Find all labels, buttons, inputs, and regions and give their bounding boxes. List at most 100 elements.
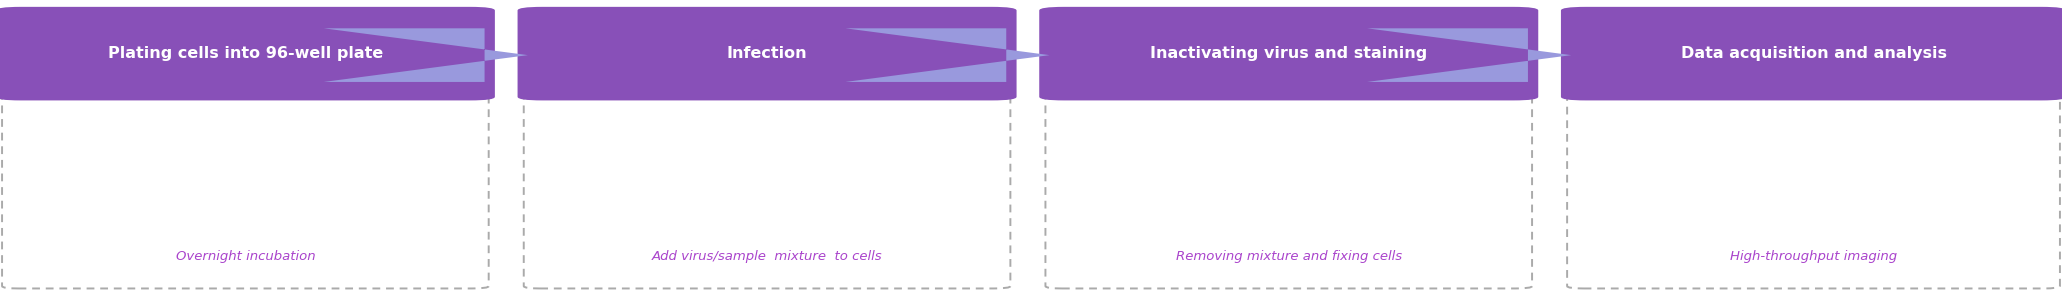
FancyBboxPatch shape: [540, 24, 994, 27]
FancyBboxPatch shape: [19, 15, 472, 18]
FancyBboxPatch shape: [540, 33, 994, 36]
FancyBboxPatch shape: [1062, 27, 1516, 29]
FancyBboxPatch shape: [1062, 22, 1516, 24]
FancyBboxPatch shape: [19, 11, 472, 13]
Text: Removing mixture and fixing cells: Removing mixture and fixing cells: [1175, 250, 1402, 263]
FancyBboxPatch shape: [0, 7, 495, 100]
FancyBboxPatch shape: [19, 40, 472, 43]
FancyBboxPatch shape: [1039, 7, 1538, 100]
FancyBboxPatch shape: [19, 58, 472, 60]
FancyBboxPatch shape: [19, 22, 472, 24]
FancyBboxPatch shape: [1584, 20, 2043, 22]
FancyBboxPatch shape: [540, 49, 994, 52]
FancyBboxPatch shape: [1062, 80, 1516, 83]
FancyBboxPatch shape: [1062, 71, 1516, 74]
FancyBboxPatch shape: [1584, 60, 2043, 63]
FancyBboxPatch shape: [1584, 38, 2043, 40]
FancyBboxPatch shape: [19, 27, 472, 29]
FancyBboxPatch shape: [19, 49, 472, 52]
FancyBboxPatch shape: [1062, 33, 1516, 36]
FancyBboxPatch shape: [540, 96, 994, 98]
FancyBboxPatch shape: [540, 89, 994, 92]
FancyBboxPatch shape: [540, 60, 994, 63]
FancyBboxPatch shape: [540, 40, 994, 43]
FancyBboxPatch shape: [1584, 42, 2043, 45]
FancyBboxPatch shape: [1584, 96, 2043, 98]
FancyBboxPatch shape: [1584, 22, 2043, 24]
FancyBboxPatch shape: [540, 78, 994, 80]
FancyBboxPatch shape: [1584, 18, 2043, 20]
FancyBboxPatch shape: [540, 91, 994, 94]
FancyBboxPatch shape: [1062, 83, 1516, 85]
FancyBboxPatch shape: [540, 47, 994, 49]
FancyBboxPatch shape: [1062, 35, 1516, 38]
FancyBboxPatch shape: [540, 44, 994, 47]
FancyBboxPatch shape: [1062, 67, 1516, 69]
FancyBboxPatch shape: [1062, 49, 1516, 52]
FancyBboxPatch shape: [19, 60, 472, 63]
FancyBboxPatch shape: [540, 94, 994, 96]
FancyBboxPatch shape: [540, 22, 994, 24]
FancyBboxPatch shape: [19, 94, 472, 96]
FancyBboxPatch shape: [1062, 53, 1516, 56]
FancyBboxPatch shape: [540, 11, 994, 13]
FancyBboxPatch shape: [1062, 20, 1516, 22]
FancyBboxPatch shape: [1584, 62, 2043, 65]
FancyBboxPatch shape: [1062, 76, 1516, 78]
Text: Overnight incubation: Overnight incubation: [175, 250, 315, 263]
FancyBboxPatch shape: [1584, 58, 2043, 60]
FancyBboxPatch shape: [19, 31, 472, 34]
FancyBboxPatch shape: [540, 53, 994, 56]
FancyBboxPatch shape: [1062, 78, 1516, 80]
FancyBboxPatch shape: [1584, 11, 2043, 13]
FancyBboxPatch shape: [19, 89, 472, 92]
FancyBboxPatch shape: [1584, 91, 2043, 94]
FancyBboxPatch shape: [540, 74, 994, 76]
FancyBboxPatch shape: [1584, 15, 2043, 18]
FancyBboxPatch shape: [19, 56, 472, 58]
FancyBboxPatch shape: [1062, 24, 1516, 27]
FancyBboxPatch shape: [1561, 7, 2062, 100]
FancyBboxPatch shape: [19, 78, 472, 80]
Text: Data acquisition and analysis: Data acquisition and analysis: [1681, 46, 1947, 61]
FancyBboxPatch shape: [1062, 96, 1516, 98]
FancyBboxPatch shape: [1062, 13, 1516, 16]
FancyBboxPatch shape: [1584, 74, 2043, 76]
FancyBboxPatch shape: [19, 51, 472, 54]
Text: Plating cells into 96-well plate: Plating cells into 96-well plate: [107, 46, 384, 61]
Polygon shape: [1367, 28, 1571, 82]
FancyBboxPatch shape: [540, 71, 994, 74]
FancyBboxPatch shape: [19, 87, 472, 89]
FancyBboxPatch shape: [540, 42, 994, 45]
FancyBboxPatch shape: [540, 51, 994, 54]
FancyBboxPatch shape: [19, 38, 472, 40]
FancyBboxPatch shape: [1062, 29, 1516, 31]
FancyBboxPatch shape: [19, 71, 472, 74]
FancyBboxPatch shape: [1062, 51, 1516, 54]
FancyBboxPatch shape: [540, 31, 994, 34]
FancyBboxPatch shape: [540, 85, 994, 87]
FancyBboxPatch shape: [1062, 60, 1516, 63]
FancyBboxPatch shape: [1062, 9, 1516, 11]
FancyBboxPatch shape: [540, 67, 994, 69]
FancyBboxPatch shape: [1584, 89, 2043, 92]
FancyBboxPatch shape: [1062, 31, 1516, 34]
FancyBboxPatch shape: [540, 87, 994, 89]
FancyBboxPatch shape: [1062, 65, 1516, 67]
FancyBboxPatch shape: [1584, 87, 2043, 89]
FancyBboxPatch shape: [1062, 38, 1516, 40]
FancyBboxPatch shape: [540, 76, 994, 78]
FancyBboxPatch shape: [19, 29, 472, 31]
FancyBboxPatch shape: [1062, 58, 1516, 60]
FancyBboxPatch shape: [1584, 53, 2043, 56]
FancyBboxPatch shape: [1062, 56, 1516, 58]
FancyBboxPatch shape: [1584, 78, 2043, 80]
FancyBboxPatch shape: [1062, 74, 1516, 76]
FancyBboxPatch shape: [1062, 91, 1516, 94]
FancyBboxPatch shape: [540, 18, 994, 20]
Text: Inactivating virus and staining: Inactivating virus and staining: [1151, 46, 1427, 61]
FancyBboxPatch shape: [540, 80, 994, 83]
FancyBboxPatch shape: [19, 42, 472, 45]
FancyBboxPatch shape: [19, 62, 472, 65]
FancyBboxPatch shape: [1584, 44, 2043, 47]
